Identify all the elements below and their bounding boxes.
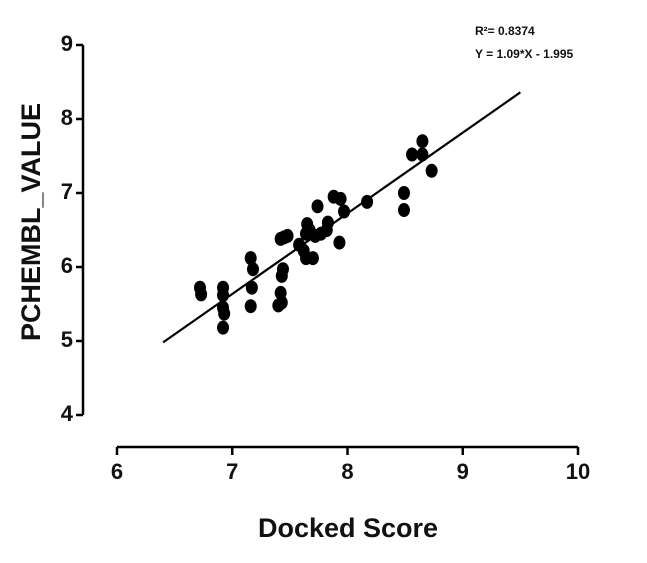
x-tick-label: 7	[226, 459, 238, 484]
point	[406, 147, 419, 162]
point	[333, 235, 346, 250]
point	[276, 262, 289, 277]
point	[245, 280, 258, 295]
point	[281, 228, 294, 243]
point	[217, 288, 230, 303]
point	[218, 306, 231, 321]
point	[244, 299, 257, 314]
y-tick-label: 6	[61, 253, 73, 278]
point	[397, 203, 410, 218]
annotation: Y = 1.09*X - 1.995	[475, 47, 574, 61]
point	[334, 191, 347, 206]
point	[425, 163, 438, 178]
point	[195, 287, 208, 302]
y-tick-label: 8	[61, 105, 73, 130]
point	[246, 262, 259, 277]
point	[274, 285, 287, 300]
y-axis-title: PCHEMBL_VALUE	[16, 103, 46, 341]
x-tick-label: 10	[566, 459, 590, 484]
point	[397, 186, 410, 200]
y-tick-label: 9	[61, 31, 73, 56]
annotation: R²= 0.8374	[475, 24, 535, 38]
point	[306, 251, 319, 266]
x-axis-title: Docked Score	[258, 513, 438, 543]
x-tick-label: 8	[341, 459, 353, 484]
point	[361, 194, 374, 209]
x-tick-label: 6	[111, 459, 123, 484]
y-tick-label: 7	[61, 179, 73, 204]
point	[416, 134, 429, 149]
point	[217, 320, 230, 335]
y-tick-label: 5	[61, 327, 73, 352]
point	[338, 204, 351, 219]
point	[311, 199, 324, 214]
x-tick-label: 9	[457, 459, 469, 484]
y-tick-label: 4	[61, 401, 74, 426]
point	[321, 215, 334, 230]
point	[244, 251, 257, 266]
point	[416, 147, 429, 162]
